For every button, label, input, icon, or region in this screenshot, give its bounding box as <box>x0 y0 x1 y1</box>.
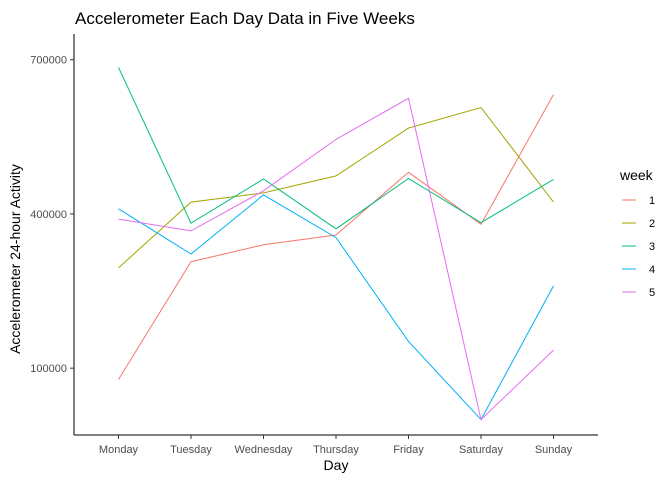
legend-label-week-2: 2 <box>649 218 655 230</box>
series-line-week-2 <box>118 106 554 269</box>
series-line-week-1 <box>118 94 554 380</box>
x-axis-title: Day <box>324 457 349 473</box>
legend-title: week <box>619 167 654 183</box>
x-tick-label: Friday <box>393 444 424 456</box>
legend-label-week-3: 3 <box>649 241 655 253</box>
y-tick-label: 400000 <box>30 209 67 221</box>
series-line-week-5 <box>118 97 554 421</box>
legend-label-week-4: 4 <box>649 264 655 276</box>
legend: week 1 2 3 4 5 <box>619 167 655 299</box>
legend-label-week-1: 1 <box>649 195 655 207</box>
chart-title: Accelerometer Each Day Data in Five Week… <box>75 9 415 28</box>
legend-label-week-5: 5 <box>649 287 655 299</box>
x-tick-label: Monday <box>99 444 139 456</box>
x-tick-label: Tuesday <box>170 444 212 456</box>
series-line-week-3 <box>118 67 554 230</box>
series-layer <box>118 67 554 421</box>
y-tick-label: 700000 <box>30 55 67 67</box>
x-tick-label: Saturday <box>459 444 504 456</box>
x-tick-label: Wednesday <box>235 444 293 456</box>
x-tick-label: Thursday <box>313 444 359 456</box>
y-axis-title: Accelerometer 24-hour Activity <box>7 164 23 354</box>
axes: 100000 400000 700000 Monday Tuesday Wednesday… <box>30 34 598 456</box>
x-tick-label: Sunday <box>535 444 573 456</box>
y-tick-label: 100000 <box>30 363 67 375</box>
